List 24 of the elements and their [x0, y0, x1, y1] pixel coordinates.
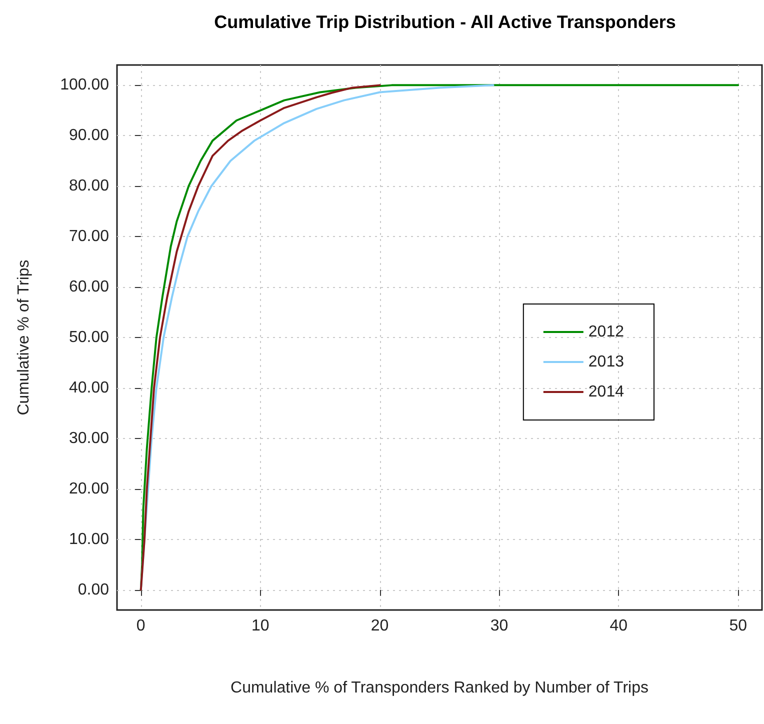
y-tick-label: 90.00 — [68, 127, 110, 144]
y-tick-label: 100.00 — [60, 76, 110, 94]
y-tick-label: 50.00 — [68, 329, 110, 346]
y-tick-label: 20.00 — [68, 480, 110, 498]
y-axis-title: Cumulative % of Trips — [16, 260, 32, 416]
y-tick-label: 40.00 — [68, 379, 110, 396]
x-tick-label: 40 — [610, 618, 628, 634]
y-tick-label: 30.00 — [68, 430, 110, 447]
chart-title: Cumulative Trip Distribution - All Active Transponders — [214, 12, 676, 32]
x-axis-title: Cumulative % of Transponders Ranked by Number of Trips — [230, 680, 648, 696]
y-tick-label: 60.00 — [68, 278, 110, 296]
y-tick-label: 70.00 — [68, 228, 110, 246]
x-tick-label: 10 — [251, 618, 270, 634]
x-tick-label: 30 — [490, 618, 508, 634]
y-tick-label: 10.00 — [68, 530, 110, 548]
line-series — [140, 84, 381, 591]
y-tick-label: 0.00 — [78, 581, 110, 598]
y-tick-label: 80.00 — [68, 178, 110, 195]
legend-label: 2014 — [588, 384, 624, 400]
legend-label: 2012 — [588, 324, 624, 340]
x-tick-label: 0 — [136, 618, 146, 634]
x-tick-label: 50 — [729, 618, 748, 634]
x-tick-label: 20 — [370, 618, 389, 634]
legend-label: 2013 — [588, 354, 624, 370]
